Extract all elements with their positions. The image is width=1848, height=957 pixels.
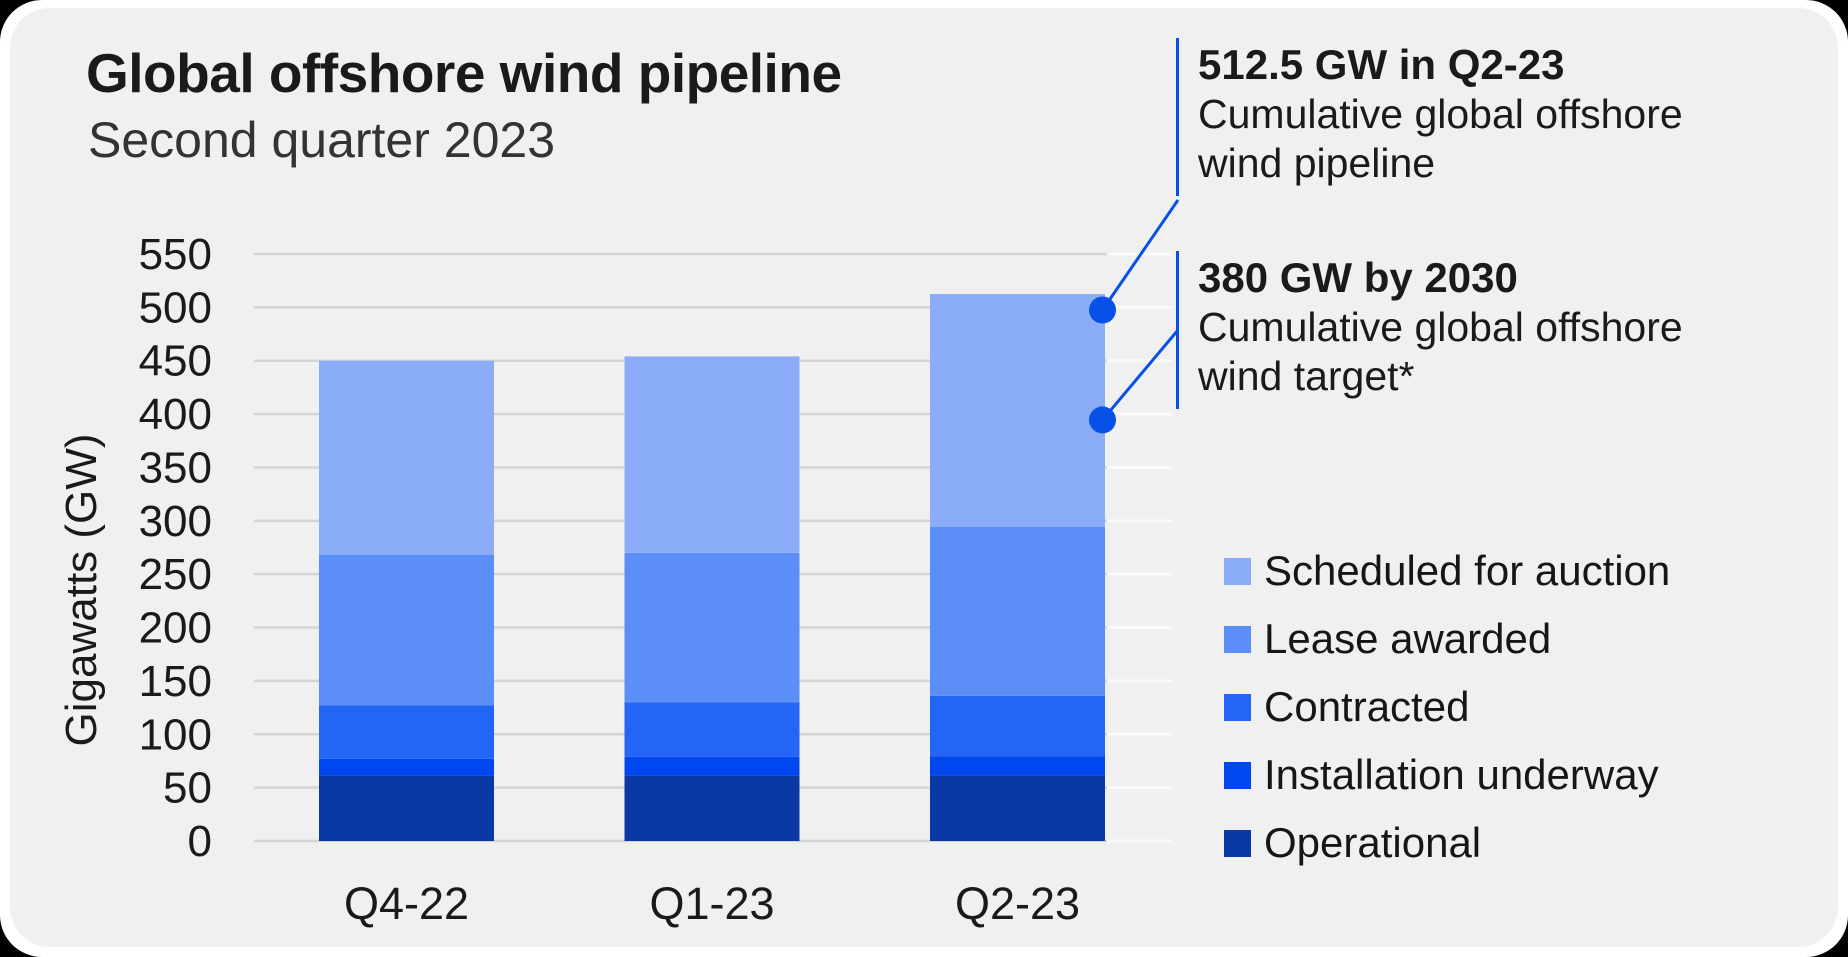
bar-segment-Q1-23-lease-awarded: [624, 552, 800, 703]
annotation-leader-line: [1101, 199, 1180, 311]
y-tick-label: 0: [188, 817, 212, 866]
bar-segment-Q2-23-scheduled-for-auction: [930, 294, 1105, 527]
bar-segment-Q4-22-operational: [319, 775, 494, 841]
annotation-body-line: Cumulative global offshore: [1198, 91, 1683, 137]
legend-item-installation-underway: Installation underway: [1224, 741, 1670, 809]
legend-swatch-contracted: [1224, 693, 1251, 721]
legend-label: Operational: [1264, 819, 1482, 866]
annotation-heading: 380 GW by 2030: [1198, 254, 1518, 301]
annotation-2030-target: 380 GW by 2030 Cumulative global offshor…: [1176, 251, 1818, 409]
annotation-body-line: wind target*: [1198, 353, 1415, 399]
annotation-heading: 512.5 GW in Q2-23: [1198, 41, 1565, 88]
legend-swatch-lease-awarded: [1224, 625, 1251, 653]
x-tick-label-Q4-22: Q4-22: [344, 878, 469, 929]
y-axis-title: Gigawatts (GW): [57, 434, 106, 747]
legend-item-operational: Operational: [1224, 809, 1670, 877]
bar-segment-Q4-22-lease-awarded: [319, 554, 494, 706]
y-tick-label: 500: [139, 283, 212, 332]
chart-card: [10, 8, 1838, 947]
y-tick-label: 50: [163, 764, 212, 813]
legend-label: Installation underway: [1264, 751, 1659, 798]
y-tick-label: 150: [139, 657, 212, 706]
y-tick-label: 550: [139, 230, 212, 279]
y-tick-label: 250: [139, 550, 212, 599]
legend-swatch-scheduled-for-auction: [1224, 557, 1251, 585]
legend-item-scheduled-for-auction: Scheduled for auction: [1224, 537, 1670, 605]
bar-segment-Q1-23-contracted: [624, 702, 800, 757]
bar-segment-Q2-23-contracted: [930, 695, 1105, 757]
legend-item-lease-awarded: Lease awarded: [1224, 605, 1670, 673]
bar-segment-Q1-23-operational: [624, 775, 800, 841]
legend: Scheduled for auction Lease awarded Cont…: [1224, 537, 1670, 877]
chart-title: Global offshore wind pipeline: [86, 42, 842, 104]
legend-label: Scheduled for auction: [1264, 547, 1671, 594]
legend-label: Lease awarded: [1264, 615, 1552, 662]
annotation-body-line: Cumulative global offshore: [1198, 304, 1683, 350]
bar-segment-Q4-22-scheduled-for-auction: [319, 360, 494, 555]
y-tick-label: 300: [139, 497, 212, 546]
y-tick-label: 350: [139, 443, 212, 492]
bar-segment-Q1-23-installation-underway: [624, 756, 800, 776]
x-tick-label-Q2-23: Q2-23: [955, 878, 1080, 929]
legend-swatch-installation-underway: [1224, 761, 1251, 789]
annotation-marker-dot: [1089, 406, 1116, 434]
bar-segment-Q1-23-scheduled-for-auction: [624, 356, 800, 553]
y-tick-label: 400: [139, 390, 212, 439]
legend-label: Contracted: [1264, 683, 1470, 730]
annotation-marker-dot: [1089, 296, 1116, 324]
chart-subtitle: Second quarter 2023: [88, 112, 556, 168]
bar-segment-Q2-23-operational: [930, 775, 1105, 841]
y-tick-label: 450: [139, 337, 212, 386]
annotation-body-line: wind pipeline: [1198, 140, 1436, 186]
bar-segment-Q2-23-installation-underway: [930, 756, 1105, 776]
annotation-cumulative-pipeline: 512.5 GW in Q2-23 Cumulative global offs…: [1176, 38, 1818, 196]
bar-segment-Q2-23-lease-awarded: [930, 526, 1105, 696]
bar-segment-Q4-22-contracted: [319, 705, 494, 759]
x-tick-label-Q1-23: Q1-23: [649, 878, 774, 929]
y-tick-label: 200: [139, 604, 212, 653]
legend-item-contracted: Contracted: [1224, 673, 1670, 741]
bar-segment-Q4-22-installation-underway: [319, 758, 494, 776]
legend-swatch-operational: [1224, 829, 1251, 857]
annotation-leader-line: [1101, 329, 1180, 421]
y-tick-label: 100: [139, 710, 212, 759]
